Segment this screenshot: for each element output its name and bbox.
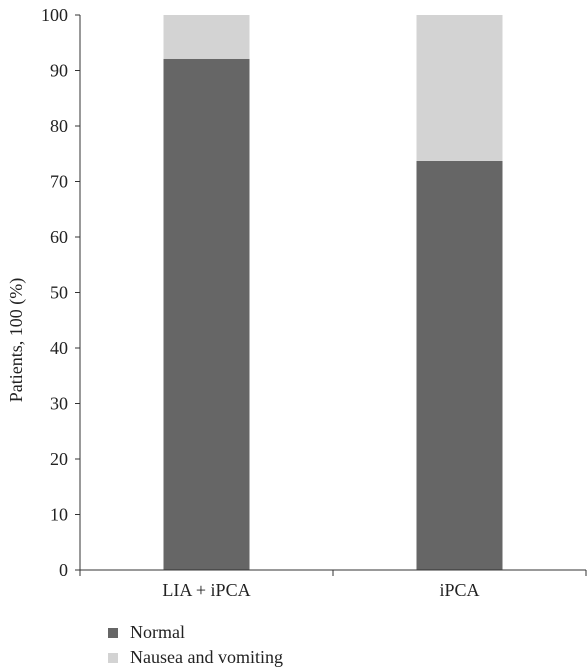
x-axis: LIA + iPCA iPCA [79,569,587,600]
legend-swatch-nausea [108,652,118,663]
y-tick-label: 100 [41,5,68,25]
y-tick-label: 0 [59,560,68,580]
legend: Normal Nausea and vomiting [108,620,568,670]
y-tick-label: 60 [50,227,68,247]
y-tick-label: 90 [50,61,68,81]
legend-label-normal: Normal [130,622,185,642]
y-tick-label: 50 [50,283,68,303]
legend-item-nausea: Nausea and vomiting [108,645,568,670]
bar-nausea-vomiting-1 [163,15,250,59]
x-tick-label: iPCA [439,580,479,600]
stacked-bar-chart: Patients, 100 (%) 0 10 20 30 40 50 60 70 80 90 100… [6,5,587,600]
y-axis-ticks: 0 10 20 30 40 50 60 70 80 90 100 [41,5,81,580]
y-axis-label: Patients, 100 (%) [6,278,27,402]
y-tick-label: 20 [50,449,68,469]
bar-normal-1 [163,58,250,570]
y-tick-label: 70 [50,172,68,192]
legend-label-nausea: Nausea and vomiting [130,647,283,667]
legend-swatch-normal [108,627,118,638]
y-tick-label: 40 [50,338,68,358]
bar-normal-2 [416,160,503,570]
x-tick-label: LIA + iPCA [162,580,250,600]
y-tick-label: 30 [50,394,68,414]
legend-item-normal: Normal [108,620,568,645]
y-tick-label: 80 [50,116,68,136]
bar-group [163,15,503,570]
bar-nausea-vomiting-2 [416,15,503,161]
y-tick-label: 10 [50,505,68,525]
